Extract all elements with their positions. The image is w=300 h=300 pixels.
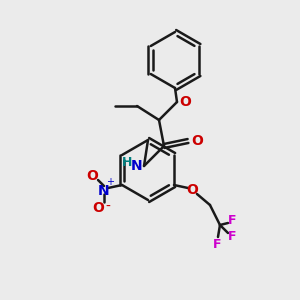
Text: N: N <box>98 184 110 198</box>
Text: O: O <box>186 183 198 197</box>
Text: O: O <box>92 201 104 215</box>
Text: +: + <box>106 177 114 187</box>
Text: F: F <box>213 238 221 251</box>
Text: O: O <box>86 169 98 183</box>
Text: N: N <box>130 159 142 173</box>
Text: O: O <box>191 134 203 148</box>
Text: -: - <box>106 200 110 214</box>
Text: H: H <box>122 157 132 169</box>
Text: F: F <box>228 230 236 244</box>
Text: O: O <box>179 95 191 109</box>
Text: F: F <box>228 214 236 227</box>
